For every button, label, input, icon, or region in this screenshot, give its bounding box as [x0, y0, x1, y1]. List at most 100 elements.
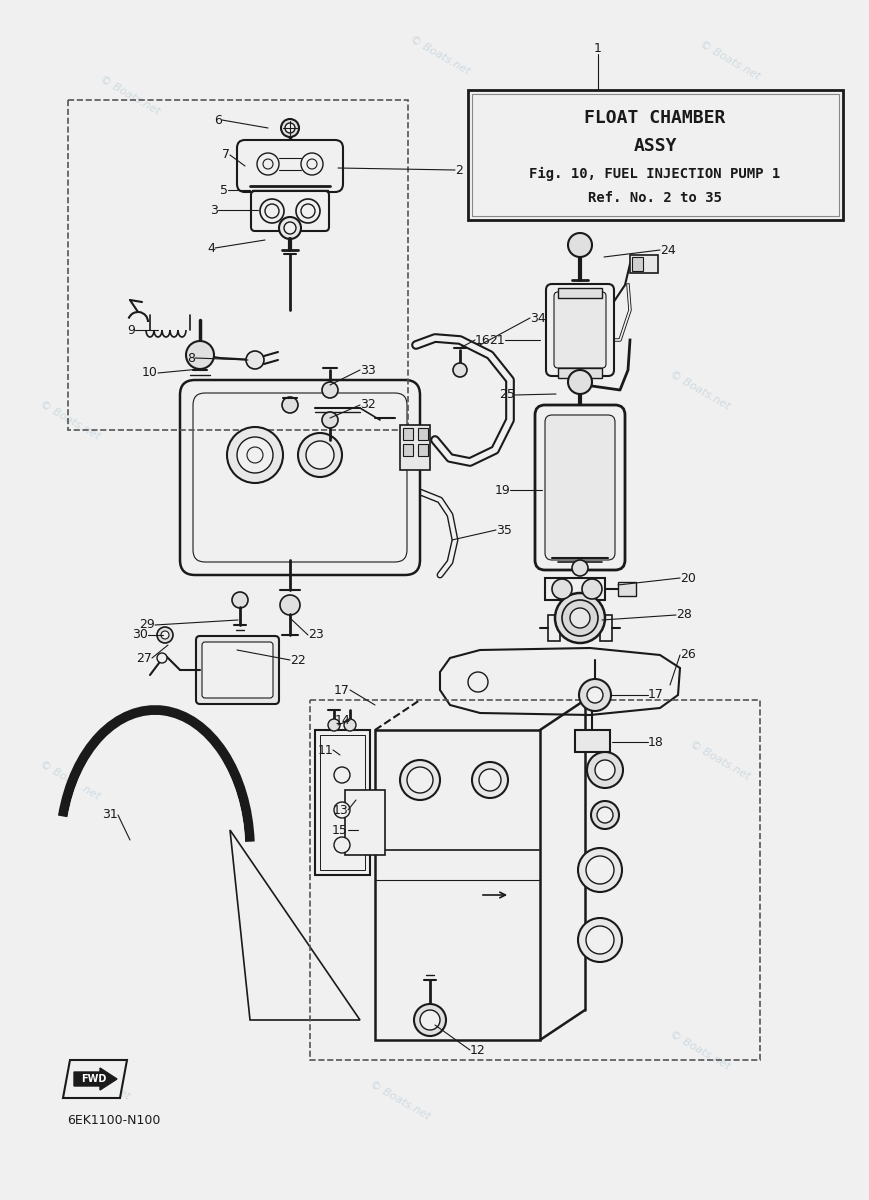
- Text: 2: 2: [455, 163, 463, 176]
- Circle shape: [570, 608, 590, 628]
- Circle shape: [334, 767, 350, 782]
- Text: 24: 24: [660, 244, 676, 257]
- Text: FWD: FWD: [82, 1074, 107, 1084]
- Circle shape: [407, 767, 433, 793]
- Text: © Boats.net: © Boats.net: [368, 1079, 432, 1121]
- Bar: [545, 578, 605, 600]
- Circle shape: [334, 802, 350, 818]
- Circle shape: [591, 802, 619, 829]
- Circle shape: [322, 412, 338, 428]
- Text: © Boats.net: © Boats.net: [358, 799, 421, 841]
- Circle shape: [414, 1004, 446, 1036]
- Circle shape: [555, 593, 605, 643]
- Circle shape: [579, 679, 611, 710]
- Bar: [548, 614, 560, 641]
- Circle shape: [306, 440, 334, 469]
- Text: 31: 31: [103, 809, 118, 822]
- Circle shape: [281, 119, 299, 137]
- Circle shape: [161, 631, 169, 638]
- Bar: [472, 94, 839, 216]
- Circle shape: [578, 848, 622, 892]
- Bar: [345, 790, 385, 854]
- Bar: [68, 100, 408, 430]
- Text: 33: 33: [360, 364, 375, 377]
- Circle shape: [568, 233, 592, 257]
- Text: 1: 1: [594, 42, 602, 54]
- Text: 6: 6: [214, 114, 222, 126]
- Bar: [310, 700, 760, 1060]
- FancyBboxPatch shape: [237, 140, 343, 192]
- Circle shape: [296, 199, 320, 223]
- Text: ASSY: ASSY: [634, 137, 677, 155]
- Bar: [375, 730, 540, 1040]
- Circle shape: [301, 204, 315, 218]
- Text: 26: 26: [680, 648, 696, 661]
- Text: 34: 34: [530, 312, 546, 324]
- FancyBboxPatch shape: [202, 642, 273, 698]
- Polygon shape: [440, 648, 680, 715]
- Circle shape: [322, 382, 338, 398]
- Text: 23: 23: [308, 629, 324, 642]
- FancyBboxPatch shape: [193, 392, 407, 562]
- Text: Fig. 10, FUEL INJECTION PUMP 1: Fig. 10, FUEL INJECTION PUMP 1: [529, 167, 780, 181]
- Bar: [403, 428, 413, 440]
- Circle shape: [587, 752, 623, 788]
- Text: 20: 20: [680, 571, 696, 584]
- Circle shape: [420, 1010, 440, 1030]
- Text: © Boats.net: © Boats.net: [38, 398, 102, 442]
- Text: 13: 13: [332, 804, 348, 816]
- Circle shape: [597, 806, 613, 823]
- Circle shape: [246, 350, 264, 370]
- Text: 17: 17: [648, 689, 664, 702]
- Circle shape: [232, 592, 248, 608]
- Text: © Boats.net: © Boats.net: [688, 739, 752, 781]
- Text: 30: 30: [132, 629, 148, 642]
- Circle shape: [587, 686, 603, 703]
- Circle shape: [578, 918, 622, 962]
- Circle shape: [307, 158, 317, 169]
- Circle shape: [265, 204, 279, 218]
- FancyBboxPatch shape: [554, 292, 606, 368]
- Text: 4: 4: [207, 241, 215, 254]
- Circle shape: [237, 437, 273, 473]
- Polygon shape: [74, 1068, 117, 1090]
- Circle shape: [453, 362, 467, 377]
- Circle shape: [552, 578, 572, 599]
- Bar: [418, 444, 428, 456]
- Text: 11: 11: [317, 744, 333, 756]
- Bar: [468, 90, 843, 220]
- Bar: [403, 444, 413, 456]
- Text: 16: 16: [475, 334, 491, 347]
- Bar: [558, 288, 602, 298]
- Text: © Boats.net: © Boats.net: [668, 368, 732, 412]
- Bar: [418, 428, 428, 440]
- Circle shape: [328, 719, 340, 731]
- Circle shape: [260, 199, 284, 223]
- Bar: [320, 734, 365, 870]
- Text: 14: 14: [335, 714, 350, 726]
- Circle shape: [284, 222, 296, 234]
- Text: © Boats.net: © Boats.net: [98, 73, 162, 116]
- Circle shape: [572, 560, 588, 576]
- Circle shape: [279, 217, 301, 239]
- Circle shape: [298, 433, 342, 476]
- Text: 12: 12: [470, 1044, 486, 1056]
- FancyBboxPatch shape: [535, 404, 625, 570]
- Text: 19: 19: [494, 484, 510, 497]
- Circle shape: [263, 158, 273, 169]
- Circle shape: [247, 446, 263, 463]
- Bar: [558, 368, 602, 378]
- Bar: [632, 257, 643, 271]
- Circle shape: [334, 838, 350, 853]
- Text: 3: 3: [210, 204, 218, 216]
- Bar: [575, 730, 610, 752]
- Text: 17: 17: [334, 684, 350, 696]
- Circle shape: [468, 672, 488, 692]
- Circle shape: [282, 397, 298, 413]
- Text: © Boats.net: © Boats.net: [408, 34, 472, 77]
- Circle shape: [280, 595, 300, 614]
- Circle shape: [344, 719, 356, 731]
- Circle shape: [157, 626, 173, 643]
- Text: 25: 25: [499, 389, 515, 402]
- Text: 5: 5: [220, 184, 228, 197]
